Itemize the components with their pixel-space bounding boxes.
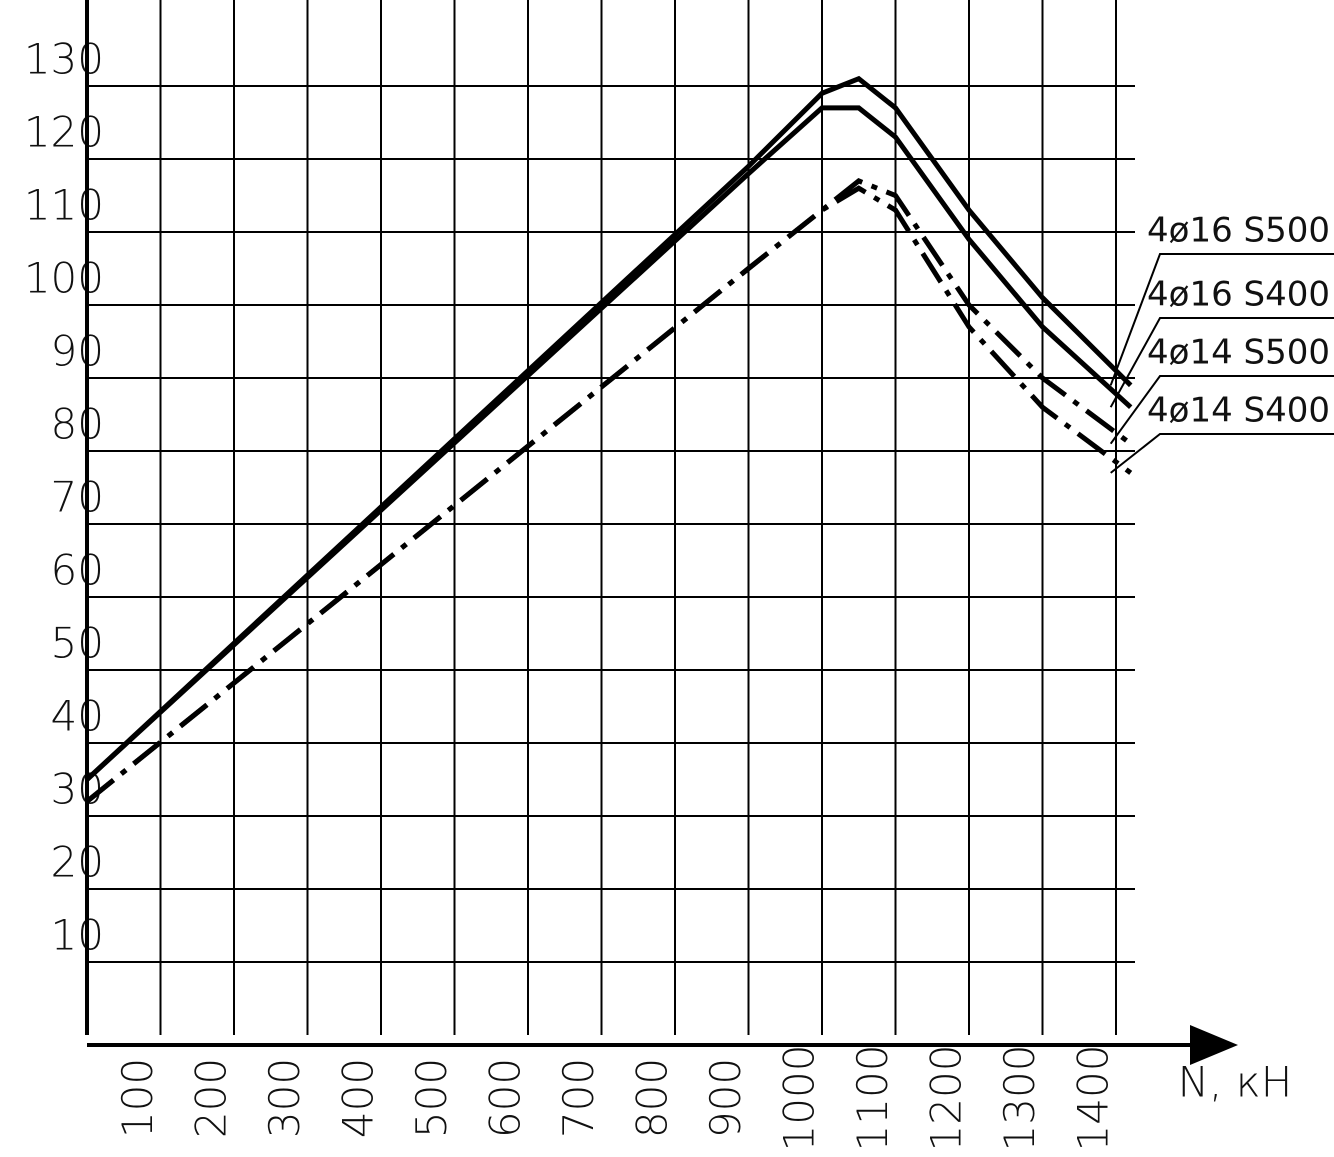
legend-leader — [1109, 253, 1334, 386]
line-series — [85, 105, 1133, 782]
y-tick-label: 20 — [51, 838, 104, 887]
x-tick-label: 200 — [187, 1058, 236, 1138]
x-tick-label: 500 — [407, 1058, 456, 1138]
line-series — [85, 178, 1133, 804]
x-tick-label: 400 — [334, 1058, 383, 1138]
legend-label: 4ø16 S500 — [1147, 211, 1330, 251]
legend-leader — [1109, 317, 1334, 408]
y-tick-label: 90 — [51, 327, 104, 376]
x-tick-label: 800 — [628, 1058, 677, 1138]
y-tick-label: 10 — [51, 911, 104, 960]
x-tick-label: 1100 — [848, 1045, 897, 1152]
legend-leader — [1110, 433, 1334, 474]
legend-label: 4ø14 S400 — [1147, 391, 1330, 431]
legend-leader — [1109, 375, 1334, 445]
x-tick-label: 1000 — [775, 1045, 824, 1152]
x-tick-label: 700 — [554, 1058, 603, 1138]
y-tick-label: 100 — [24, 254, 104, 303]
y-tick-label: 50 — [51, 619, 104, 668]
x-tick-label: 100 — [113, 1058, 162, 1138]
y-tick-label: 80 — [51, 400, 104, 449]
y-tick-label: 40 — [51, 692, 104, 741]
y-tick-label: 110 — [24, 181, 104, 230]
y-tick-label: 120 — [24, 108, 104, 157]
line-series — [85, 185, 1133, 804]
y-tick-label: 60 — [51, 546, 104, 595]
y-tick-label: 130 — [24, 35, 104, 84]
line-series — [85, 75, 1133, 782]
x-tick-label: 1400 — [1069, 1045, 1118, 1152]
x-tick-label: 1300 — [995, 1045, 1044, 1152]
y-tick-label: 70 — [51, 473, 104, 522]
x-tick-label: 600 — [481, 1058, 530, 1138]
x-tick-label: 1200 — [922, 1045, 971, 1152]
x-tick-label: 300 — [260, 1058, 309, 1138]
x-axis-label: N, кН — [1178, 1058, 1293, 1107]
legend-label: 4ø14 S500 — [1147, 333, 1330, 373]
legend-label: 4ø16 S400 — [1147, 275, 1330, 315]
x-tick-label: 900 — [701, 1058, 750, 1138]
